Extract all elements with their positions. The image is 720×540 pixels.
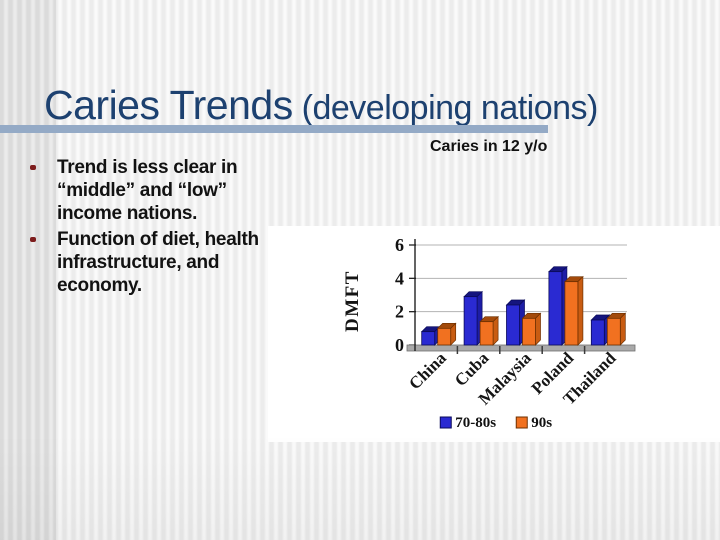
bar-Thailand-90s-side xyxy=(619,312,626,346)
category-label-China: China xyxy=(405,348,450,393)
bar-Poland-90s xyxy=(564,281,579,346)
title-paren-text: (developing nations) xyxy=(292,89,599,127)
title-underline-rule xyxy=(0,125,548,133)
legend-label-90s: 90s xyxy=(531,415,552,431)
chart-panel: 0 2 4 6 China Cuba Malaysia Poland Thailand DMFT 7… xyxy=(268,226,720,442)
title-main-text: Caries Trends xyxy=(44,82,293,128)
bar-Malaysia-70-80s xyxy=(506,304,520,346)
bullet-dot-icon xyxy=(30,165,36,170)
bar-Poland-70-80s xyxy=(548,271,563,346)
bar-Cuba-90s-side xyxy=(492,315,499,346)
bar-Cuba-90s xyxy=(479,321,494,346)
y-tick-label-4: 4 xyxy=(395,268,404,288)
legend-label-70-80s: 70-80s xyxy=(455,415,496,431)
bar-Cuba-70-80s xyxy=(463,296,478,346)
bar-Malaysia-90s xyxy=(522,317,536,346)
bar-Poland-90s-side xyxy=(577,275,584,346)
bullet-text: Function of diet, health infrastructure,… xyxy=(57,229,259,296)
legend-swatch-70-80s xyxy=(439,416,452,429)
bullet-dot-icon xyxy=(30,237,36,242)
bar-China-90s xyxy=(437,327,452,346)
y-axis-title: DMFT xyxy=(342,270,363,332)
bar-China-70-80s xyxy=(421,331,436,346)
bar-Thailand-70-80s xyxy=(590,319,605,346)
legend-swatch-90s xyxy=(515,416,528,429)
y-tick-label-6: 6 xyxy=(395,235,404,255)
y-tick-label-2: 2 xyxy=(395,302,404,322)
left-stripe-band xyxy=(0,0,56,540)
chart-floor xyxy=(406,344,636,352)
y-tick-label-0: 0 xyxy=(395,335,404,355)
bar-Thailand-90s xyxy=(606,317,621,346)
bar-Malaysia-90s-side xyxy=(535,312,541,346)
page-title: Caries Trends (developing nations) xyxy=(44,82,704,129)
chart-title: Caries in 12 y/o xyxy=(430,138,548,155)
bullet-text: Trend is less clear in “middle” and “low… xyxy=(57,157,238,224)
